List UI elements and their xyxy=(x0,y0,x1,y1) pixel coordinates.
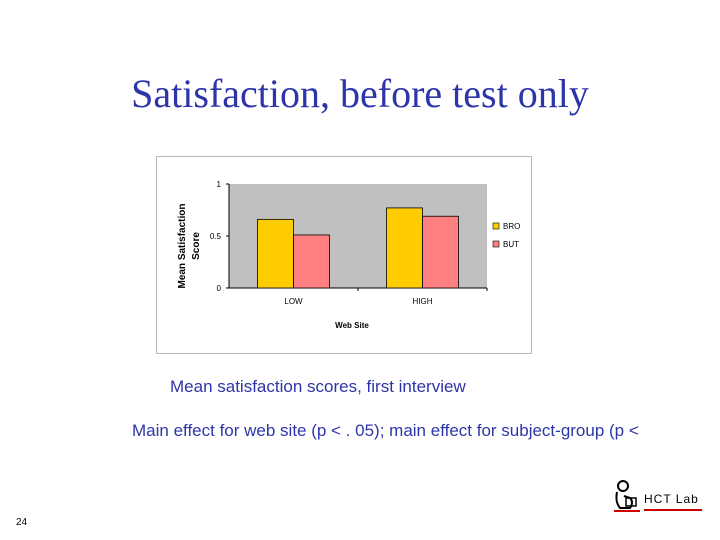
page-number: 24 xyxy=(16,517,28,528)
legend-label-bro: BRO xyxy=(503,222,520,231)
main-effect-text: Main effect for web site (p < . 05); mai… xyxy=(132,421,639,440)
chart-frame: 0 0.5 1 LOW HIGH Web Site Mean Satisfaction Sco… xyxy=(156,156,532,354)
x-tick-label: HIGH xyxy=(413,297,433,306)
legend-swatch-but xyxy=(492,240,500,248)
y-tick-label: 0 xyxy=(217,284,222,293)
hct-lab-logo: HCT Lab xyxy=(612,478,704,514)
y-axis-title: Mean Satisfaction xyxy=(177,203,188,288)
figure-caption: Mean satisfaction scores, first intervie… xyxy=(170,377,466,396)
bar-bro-high xyxy=(386,207,423,289)
legend-swatch-bro xyxy=(492,222,500,230)
bar-bro-low xyxy=(257,218,294,289)
y-axis-title-line2: Score xyxy=(191,232,202,260)
slide-title: Satisfaction, before test only xyxy=(131,71,589,116)
bar-chart: 0 0.5 1 LOW HIGH Web Site Mean Satisfaction Sco… xyxy=(177,180,520,330)
bar-but-low xyxy=(293,234,330,289)
logo-underline xyxy=(644,509,702,511)
logo-text: HCT Lab xyxy=(644,492,699,506)
x-tick-label: LOW xyxy=(284,297,303,306)
y-tick-label: 1 xyxy=(217,180,222,189)
x-axis-title: Web Site xyxy=(335,321,369,330)
lab-figure-icon xyxy=(614,480,640,512)
legend-label-but: BUT xyxy=(503,240,519,249)
bar-but-high xyxy=(422,215,459,289)
y-tick-label: 0.5 xyxy=(210,232,222,241)
